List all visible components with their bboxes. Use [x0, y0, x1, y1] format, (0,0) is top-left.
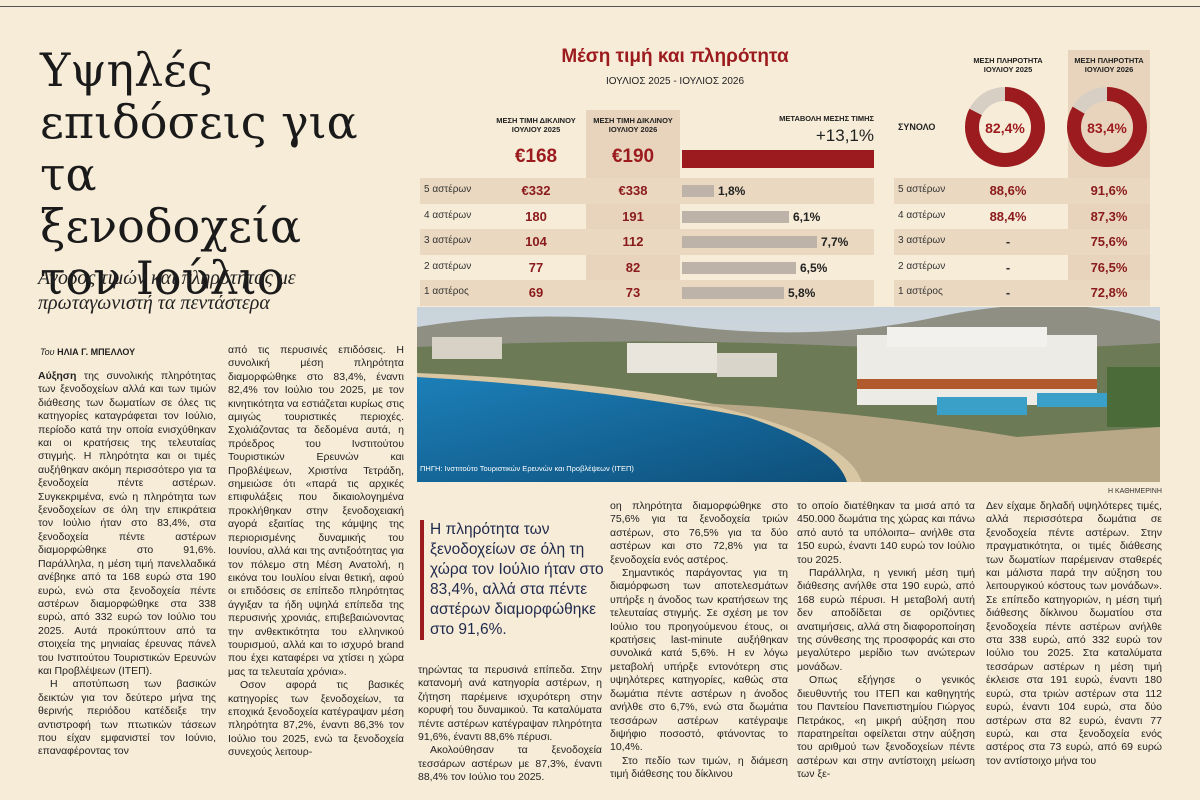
row-label: 5 αστέρων — [898, 184, 946, 195]
row-label: 5 αστέρων — [424, 184, 472, 195]
paragraph: από τις περυσινές επιδόσεις. Η συνολική … — [228, 344, 404, 678]
byline-prefix: Του — [40, 347, 58, 357]
change-value: 7,7% — [821, 235, 849, 249]
occ-2025-value: 88,4% — [989, 208, 1027, 224]
paragraph-text: της συνολικής πληρότητας των ξενοδοχείων… — [38, 370, 216, 677]
row-band — [894, 280, 1150, 306]
paragraph: Ακολούθησαν τα ξενοδοχεία τεσσάρων αστέρ… — [418, 744, 602, 784]
price-2026-value: 82 — [625, 259, 641, 275]
donut-label: 82,4% — [985, 120, 1025, 136]
donut-label: 83,4% — [1087, 120, 1127, 136]
row-band — [894, 178, 1150, 204]
headline: Υψηλές επιδόσεις για τα ξενοδοχεία τον Ι… — [40, 43, 358, 305]
occ-2026-donut: 83,4% — [1067, 87, 1147, 167]
row-band — [894, 229, 1150, 255]
row-band — [420, 178, 874, 204]
change-bar — [682, 210, 789, 223]
occ-2025-value: 88,6% — [989, 183, 1027, 198]
byline: Του ΗΛΙΑ Γ. ΜΠΕΛΛΟΥ — [40, 347, 135, 357]
paragraph: το οποίο διατέθηκαν τα μισά από τα 450.0… — [797, 500, 975, 566]
price-2025-value: 77 — [528, 259, 544, 275]
row-label: 2 αστέρων — [898, 260, 946, 272]
occ-2025-donut: 82,4% — [965, 87, 1045, 167]
total-price-2026: €190 — [611, 146, 655, 167]
occ-2026-value: 91,6% — [1090, 183, 1128, 198]
header-change: ΜΕΤΑΒΟΛΗ ΜΕΣΗΣ ΤΙΜΗΣ — [779, 114, 874, 123]
change-bar — [682, 236, 817, 248]
total-change-value: +13,1% — [815, 126, 874, 145]
change-bar — [682, 185, 714, 197]
price-2026-column-shade — [586, 110, 680, 306]
subheadline: Ανοδος τιμών και πληρότητας με πρωταγωνι… — [38, 267, 296, 314]
text-column-5: το οποίο διατέθηκαν τα μισά από τα 450.0… — [797, 500, 975, 800]
price-2025-value: 104 — [525, 234, 547, 249]
occ-2025-value: - — [1005, 285, 1011, 300]
photo-illustration — [417, 307, 1160, 482]
paragraph: Οσον αφορά τις βασικές κατηγορίες των ξε… — [228, 679, 404, 759]
price-2026-value: €338 — [618, 183, 648, 198]
price-2025-value: 69 — [528, 285, 544, 300]
row-label: 3 αστέρων — [898, 235, 946, 246]
donut-fill — [1067, 87, 1147, 167]
header-occ-2026: ΜΕΣΗ ΠΛΗΡΟΤΗΤΑ ΙΟΥΛΙΟΥ 2026 — [1074, 56, 1144, 74]
donut-fill — [965, 87, 1045, 167]
change-value: 6,5% — [800, 260, 828, 275]
total-change-bar — [682, 150, 874, 168]
price-2026-value: 191 — [622, 208, 644, 224]
text-column-6: Δεν είχαμε δηλαδή υψηλότερες τιμές, αλλά… — [986, 500, 1162, 800]
row-label: 3 αστέρων — [424, 235, 472, 246]
byline-author: ΗΛΙΑ Γ. ΜΠΕΛΛΟΥ — [57, 347, 136, 357]
paragraph: Η αποτύπωση των βασικών δεικτών για τον … — [38, 678, 216, 758]
header-occ-2025: ΜΕΣΗ ΠΛΗΡΟΤΗΤΑ ΙΟΥΛΙΟΥ 2025 — [973, 56, 1043, 74]
paragraph: οη πληρότητα διαμορφώθηκε στο 75,6% για … — [610, 500, 788, 566]
photo-credit: Η ΚΑΘΗΜΕΡΙΝΗ — [1108, 488, 1162, 495]
price-2026-value: 112 — [622, 234, 644, 249]
change-bar — [682, 261, 796, 274]
change-bar — [682, 287, 784, 299]
text-column-4: οη πληρότητα διαμορφώθηκε στο 75,6% για … — [610, 500, 788, 800]
header-price-2026: ΜΕΣΗ ΤΙΜΗ ΔΙΚΛΙΝΟΥ ΙΟΥΛΙΟΥ 2026 — [593, 116, 673, 134]
text-column-2: από τις περυσινές επιδόσεις. Η συνολική … — [228, 344, 404, 800]
change-value: 1,8% — [718, 184, 746, 198]
chart-subtitle: ΙΟΥΛΙΟΣ 2025 - ΙΟΥΛΙΟΣ 2026 — [605, 76, 745, 87]
source-note: ΠΗΓΗ: Ινστιτούτο Τουριστικών Ερευνών και… — [420, 464, 634, 473]
occ-2025-value: - — [1005, 259, 1011, 275]
hotel-photo — [417, 307, 1160, 482]
paragraph: Δεν είχαμε δηλαδή υψηλότερες τιμές, αλλά… — [986, 500, 1162, 767]
change-value: 5,8% — [788, 286, 816, 300]
row-label: 4 αστέρων — [424, 209, 472, 221]
top-rule — [0, 0, 1200, 7]
row-label: 1 αστέρος — [898, 286, 943, 297]
row-label: 4 αστέρων — [898, 209, 946, 221]
text-column-3: τηρώντας τα περυσινά επίπεδα. Στην καταν… — [418, 664, 602, 800]
total-price-2025: €168 — [514, 146, 558, 167]
paragraph: Παράλληλα, η γενική μέση τιμή διάθεσης α… — [797, 567, 975, 673]
occ-2026-value: 76,5% — [1090, 259, 1128, 275]
occ-2025-value: - — [1005, 234, 1011, 249]
paragraph: Στο πεδίο των τιμών, η διάμεση τιμή διάθ… — [610, 754, 788, 781]
chart-title: Μέση τιμή και πληρότητα — [561, 46, 789, 67]
row-band — [420, 280, 874, 306]
price-2026-value: 73 — [625, 285, 641, 300]
occ-2026-value: 72,8% — [1090, 285, 1128, 300]
paragraph: Αύξηση της συνολικής πληρότητας των ξενο… — [38, 370, 216, 678]
change-value: 6,1% — [793, 209, 821, 224]
text-column-1: Αύξηση της συνολικής πληρότητας των ξενο… — [38, 370, 216, 800]
paragraph: Σημαντικός παράγοντας για τη διαμόρφωση … — [610, 567, 788, 754]
pull-quote: Η πληρότητα των ξενοδοχείων σε όλη τη χώ… — [420, 520, 606, 640]
occ-2026-value: 87,3% — [1090, 208, 1128, 224]
header-price-2025: ΜΕΣΗ ΤΙΜΗ ΔΙΚΛΙΝΟΥ ΙΟΥΛΙΟΥ 2025 — [496, 116, 576, 134]
lead-word: Αύξηση — [38, 370, 77, 382]
paragraph: τηρώντας τα περυσινά επίπεδα. Στην καταν… — [418, 664, 602, 744]
price-2025-value: 180 — [525, 208, 547, 224]
total-label: ΣΥΝΟΛΟ — [898, 122, 936, 132]
row-label: 1 αστέρος — [424, 286, 469, 297]
paragraph: Οπως εξήγησε ο γενικός διευθυντής του ΙΤ… — [797, 674, 975, 781]
row-label: 2 αστέρων — [424, 260, 472, 272]
price-2025-value: €332 — [521, 183, 551, 198]
occ-2026-value: 75,6% — [1090, 234, 1128, 249]
